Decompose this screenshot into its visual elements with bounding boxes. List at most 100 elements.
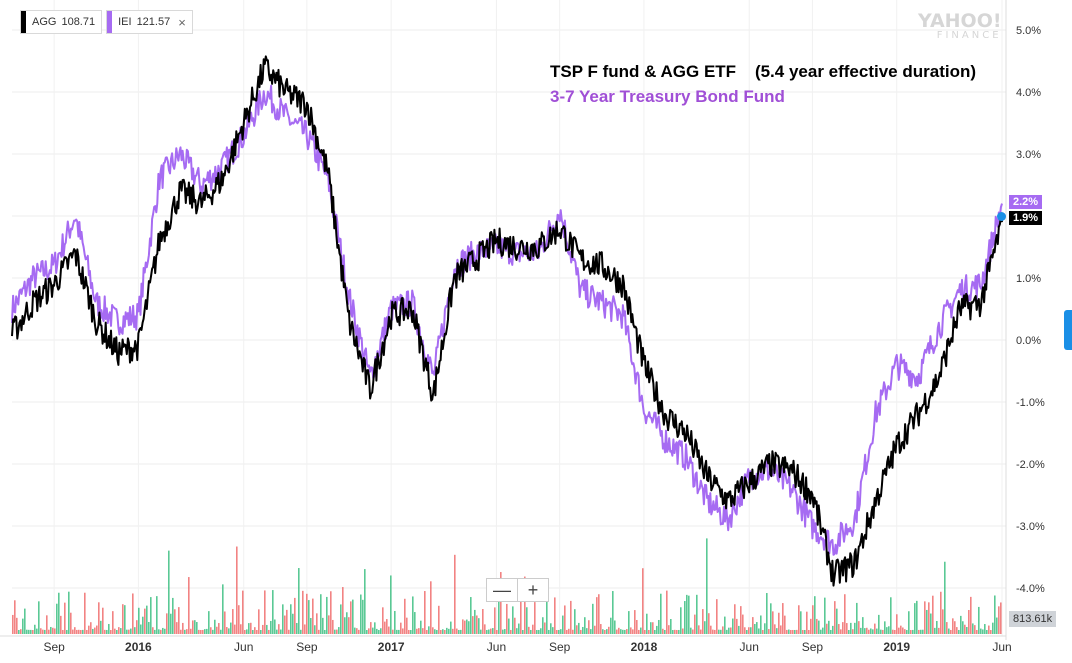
volume-bar xyxy=(710,625,712,634)
volume-bar xyxy=(142,616,144,634)
legend-chip-iei[interactable]: IEI 121.57 × xyxy=(106,10,193,34)
y-tick-label: -4.0% xyxy=(1016,583,1045,595)
volume-bar xyxy=(658,619,660,634)
volume-bar xyxy=(336,629,338,634)
volume-bar xyxy=(906,629,908,634)
volume-bar xyxy=(678,629,680,634)
volume-bar xyxy=(872,629,874,634)
volume-bar xyxy=(160,629,162,634)
zoom-controls: — + xyxy=(486,578,549,602)
volume-bar xyxy=(184,629,186,634)
volume-bar xyxy=(424,591,426,634)
volume-bar xyxy=(890,597,892,634)
volume-bar xyxy=(512,606,514,634)
volume-bar xyxy=(124,605,126,634)
volume-bar xyxy=(352,599,354,634)
volume-bar xyxy=(416,628,418,634)
y-tick-label: 1.0% xyxy=(1016,273,1041,285)
volume-bar xyxy=(930,613,932,634)
close-icon[interactable]: × xyxy=(178,14,186,30)
volume-bar xyxy=(904,629,906,634)
volume-bar xyxy=(644,629,646,634)
volume-bar xyxy=(662,628,664,634)
grid-lines xyxy=(0,0,1007,640)
volume-bar xyxy=(852,629,854,634)
volume-bar xyxy=(270,620,272,634)
volume-bar xyxy=(240,624,242,634)
volume-bar xyxy=(552,627,554,634)
x-tick-label: 2017 xyxy=(378,640,405,654)
volume-bar xyxy=(638,629,640,634)
volume-bar xyxy=(476,615,478,634)
volume-bar xyxy=(92,628,94,634)
volume-bar xyxy=(464,620,466,634)
volume-bar xyxy=(954,621,956,634)
volume-bar xyxy=(274,619,276,634)
volume-bar xyxy=(572,629,574,634)
volume-bar xyxy=(422,628,424,634)
volume-bar xyxy=(202,629,204,634)
volume-bar xyxy=(398,629,400,634)
zoom-out-button[interactable]: — xyxy=(493,579,511,600)
volume-bar xyxy=(596,597,598,634)
volume-bar xyxy=(468,621,470,634)
y-tick-label: -3.0% xyxy=(1016,521,1045,533)
volume-bar xyxy=(998,606,1000,634)
volume-bar xyxy=(224,611,226,634)
legend-chip-agg[interactable]: AGG 108.71 xyxy=(20,10,103,34)
volume-bar xyxy=(174,609,176,634)
volume-bar xyxy=(538,629,540,634)
volume-bar xyxy=(210,627,212,634)
volume-bar xyxy=(864,628,866,634)
volume-bar xyxy=(50,626,52,634)
chart-title: TSP F fund & AGG ETF (5.4 year effective… xyxy=(550,62,977,81)
volume-bar xyxy=(988,625,990,634)
volume-bar xyxy=(800,611,802,634)
volume-bar xyxy=(972,623,974,634)
volume-bar xyxy=(616,629,618,634)
volume-bar xyxy=(582,626,584,634)
volume-bar xyxy=(696,594,698,634)
zoom-in-button[interactable]: + xyxy=(517,579,548,601)
volume-bar xyxy=(456,628,458,634)
volume-bar xyxy=(756,622,758,634)
volume-bar xyxy=(394,610,396,634)
volume-bar xyxy=(924,601,926,634)
volume-bar xyxy=(550,623,552,634)
volume-bar xyxy=(810,618,812,634)
volume-bar xyxy=(786,629,788,634)
volume-bar xyxy=(440,629,442,634)
volume-bar xyxy=(522,629,524,634)
volume-bar xyxy=(406,617,408,634)
volume-bar xyxy=(860,627,862,634)
volume-bar xyxy=(832,625,834,634)
volume-bar xyxy=(912,629,914,634)
volume-bar xyxy=(208,611,210,634)
volume-bar xyxy=(704,621,706,634)
x-tick-label: 2018 xyxy=(631,640,658,654)
volume-bar xyxy=(262,624,264,634)
volume-bar xyxy=(380,628,382,634)
volume-bar xyxy=(534,602,536,634)
volume-bar xyxy=(700,629,702,634)
volume-bar xyxy=(54,628,56,634)
volume-bar xyxy=(682,628,684,634)
volume-bar xyxy=(354,627,356,634)
volume-bar xyxy=(830,629,832,634)
volume-bar xyxy=(402,628,404,634)
volume-bar xyxy=(862,617,864,634)
volume-bar xyxy=(36,628,38,634)
volume-bar xyxy=(762,629,764,634)
volume-bar xyxy=(706,538,708,634)
side-panel-tab[interactable] xyxy=(1064,310,1072,350)
volume-bar xyxy=(114,628,116,634)
volume-bar xyxy=(690,627,692,634)
y-tick-label: 0.0% xyxy=(1016,335,1041,347)
volume-bar xyxy=(346,612,348,634)
volume-bar xyxy=(716,599,718,634)
series-lines xyxy=(11,55,1003,587)
volume-bar xyxy=(878,614,880,634)
volume-bar xyxy=(296,622,298,634)
volume-bar xyxy=(578,622,580,634)
